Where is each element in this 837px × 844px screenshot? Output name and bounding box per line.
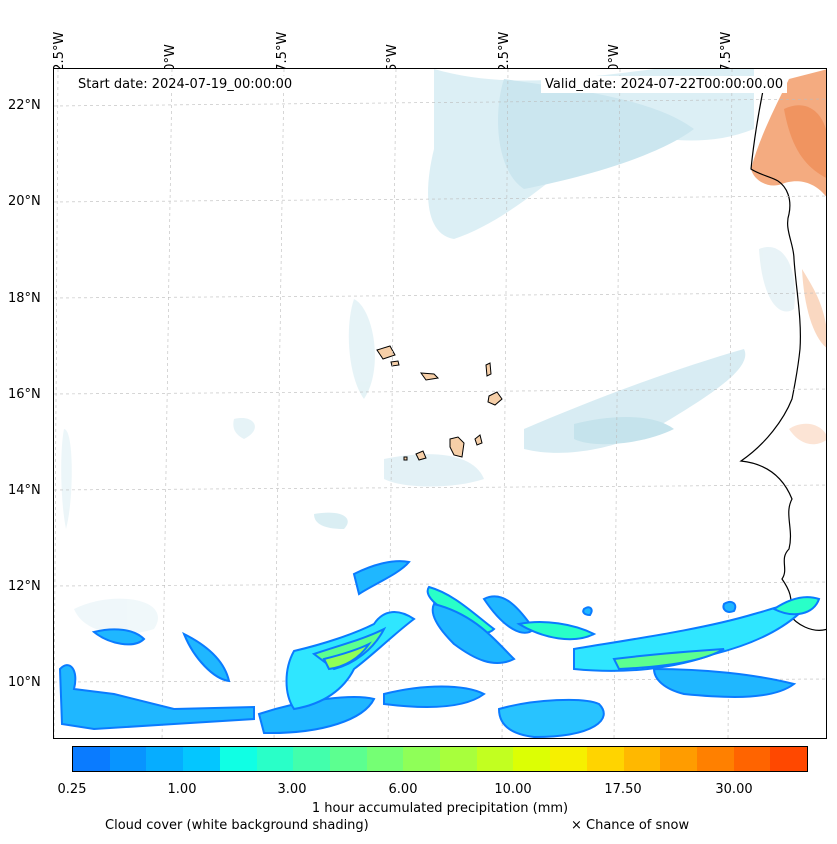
colorbar-tick-0-25: 0.25 <box>57 782 87 797</box>
colorbar-cell <box>696 747 734 771</box>
colorbar-cell <box>146 747 184 771</box>
cloud-cover-legend: Cloud cover (white background shading) <box>105 818 369 833</box>
colorbar-cell <box>219 747 257 771</box>
colorbar-tick-3-00: 3.00 <box>277 782 307 797</box>
colorbar-cell <box>733 747 771 771</box>
colorbar-cell <box>440 747 477 771</box>
colorbar-cell <box>476 747 514 771</box>
cloud-cover-layer <box>61 69 795 634</box>
colorbar-cell <box>403 747 441 771</box>
colorbar-cell <box>513 747 551 771</box>
valid-date-label: Valid_date: 2024-07-22T00:00:00.00 <box>541 76 788 93</box>
colorbar-cell <box>366 747 404 771</box>
lat-label-12n: 12°N <box>8 579 41 594</box>
colorbar-cell <box>73 747 110 771</box>
lat-label-10n: 10°N <box>8 675 41 690</box>
colorbar-cell <box>329 747 367 771</box>
colorbar-cell <box>770 747 808 771</box>
colorbar-cell <box>660 747 697 771</box>
colorbar-tick-10-00: 10.00 <box>494 782 532 797</box>
colorbar-label: 1 hour accumulated precipitation (mm) <box>311 801 569 816</box>
colorbar-cell <box>293 747 330 771</box>
colorbar-cell <box>623 747 661 771</box>
lat-label-20n: 20°N <box>8 194 41 209</box>
colorbar-cell <box>550 747 587 771</box>
map-canvas <box>54 69 826 738</box>
map-panel[interactable] <box>53 68 827 739</box>
start-date-label: Start date: 2024-07-19_00:00:00 <box>74 76 297 93</box>
lat-label-14n: 14°N <box>8 483 41 498</box>
lat-label-16n: 16°N <box>8 387 41 402</box>
lat-label-18n: 18°N <box>8 291 41 306</box>
colorbar-tick-6-00: 6.00 <box>388 782 418 797</box>
colorbar-cell <box>109 747 147 771</box>
colorbar-cell <box>586 747 624 771</box>
colorbar-tick-30-00: 30.00 <box>715 782 753 797</box>
snow-legend: × Chance of snow <box>571 818 690 833</box>
land-layer <box>376 69 826 631</box>
colorbar-tick-17-50: 17.50 <box>604 782 642 797</box>
precipitation-layer <box>58 560 821 738</box>
precipitation-colorbar <box>72 746 808 772</box>
colorbar-cell <box>183 747 220 771</box>
colorbar-cell <box>256 747 294 771</box>
lat-label-22n: 22°N <box>8 98 41 113</box>
colorbar-tick-1-00: 1.00 <box>167 782 197 797</box>
